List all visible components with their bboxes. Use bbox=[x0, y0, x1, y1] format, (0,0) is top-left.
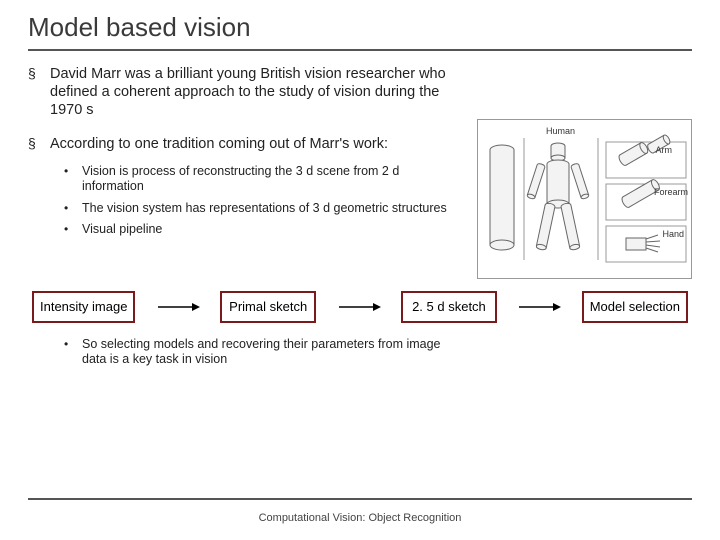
after-pipeline: So selecting models and recovering their… bbox=[28, 337, 458, 368]
figure-label: Arm bbox=[656, 145, 673, 155]
pipeline-box: 2. 5 d sketch bbox=[401, 291, 497, 323]
title-divider bbox=[28, 49, 692, 51]
cylinder-human-icon bbox=[490, 145, 514, 250]
footer-divider bbox=[28, 498, 692, 500]
sub-bullet-item: The vision system has representations of… bbox=[60, 201, 461, 217]
footer-text: Computational Vision: Object Recognition bbox=[0, 512, 720, 524]
figure-label: Hand bbox=[662, 229, 684, 239]
slide: Model based vision David Marr was a bril… bbox=[0, 0, 720, 540]
left-column: David Marr was a brilliant young British… bbox=[28, 65, 467, 279]
right-column: Human Arm Forearm Hand bbox=[477, 65, 692, 279]
cylinder-person-icon bbox=[527, 143, 590, 251]
bullet-text: According to one tradition coming out of… bbox=[50, 136, 388, 152]
sub-bullet-list: So selecting models and recovering their… bbox=[60, 337, 452, 368]
sub-bullet-list: Vision is process of reconstructing the … bbox=[60, 164, 461, 239]
bullet-item: David Marr was a brilliant young British… bbox=[28, 65, 461, 119]
figure-label: Human bbox=[546, 126, 575, 136]
page-title: Model based vision bbox=[28, 12, 692, 43]
arrow-icon bbox=[135, 301, 220, 313]
arrow-icon bbox=[316, 301, 401, 313]
main-bullet-list: David Marr was a brilliant young British… bbox=[28, 65, 461, 238]
arrow-icon bbox=[497, 301, 582, 313]
human-cylinder-figure: Human Arm Forearm Hand bbox=[477, 119, 692, 279]
figure-label: Forearm bbox=[654, 187, 688, 197]
pipeline-box: Model selection bbox=[582, 291, 688, 323]
bullet-item: According to one tradition coming out of… bbox=[28, 135, 461, 238]
content-row: David Marr was a brilliant young British… bbox=[28, 65, 692, 279]
pipeline-row: Intensity image Primal sketch 2. 5 d ske… bbox=[28, 291, 692, 323]
pipeline-box: Primal sketch bbox=[220, 291, 316, 323]
sub-bullet-item: So selecting models and recovering their… bbox=[60, 337, 452, 368]
sub-bullet-item: Visual pipeline bbox=[60, 222, 461, 238]
sub-bullet-item: Vision is process of reconstructing the … bbox=[60, 164, 461, 195]
pipeline-box: Intensity image bbox=[32, 291, 135, 323]
